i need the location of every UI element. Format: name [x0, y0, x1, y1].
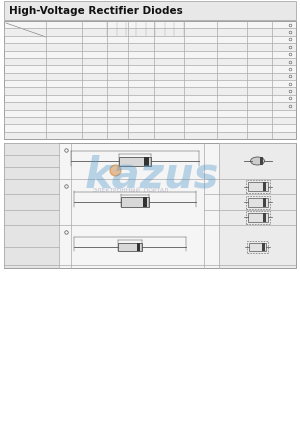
Bar [4, 131, 296, 139]
Bar [247, 240, 268, 253]
Bar [245, 180, 269, 193]
Bar [119, 156, 151, 165]
Bar [4, 21, 296, 139]
Text: kazus: kazus [85, 154, 219, 196]
Bar [4, 58, 296, 65]
Bar [262, 198, 266, 206]
Bar [143, 197, 147, 207]
Bar [262, 213, 266, 222]
Bar [118, 243, 142, 251]
Bar [4, 1, 296, 20]
Bar [144, 156, 149, 165]
Bar [262, 182, 266, 191]
Bar [248, 198, 268, 206]
Bar [121, 197, 149, 207]
Bar [248, 213, 268, 222]
Ellipse shape [250, 157, 265, 165]
Bar [249, 243, 266, 251]
Bar [4, 28, 296, 36]
Bar [4, 87, 296, 95]
Bar [4, 117, 296, 124]
Bar [245, 195, 269, 209]
Text: High-Voltage Rectifier Diodes: High-Voltage Rectifier Diodes [9, 6, 183, 16]
Bar [4, 43, 296, 50]
Bar [245, 211, 269, 224]
Bar [4, 102, 296, 109]
Bar [260, 157, 262, 165]
Text: ЭЛЕКТРОННЫЙ  ПОРТАЛ: ЭЛЕКТРОННЫЙ ПОРТАЛ [93, 189, 168, 193]
Bar [4, 73, 296, 80]
Bar [262, 243, 265, 251]
Bar [219, 143, 296, 268]
Bar [4, 143, 296, 268]
Bar [4, 143, 59, 268]
Bar [248, 182, 268, 191]
Bar [137, 243, 140, 251]
